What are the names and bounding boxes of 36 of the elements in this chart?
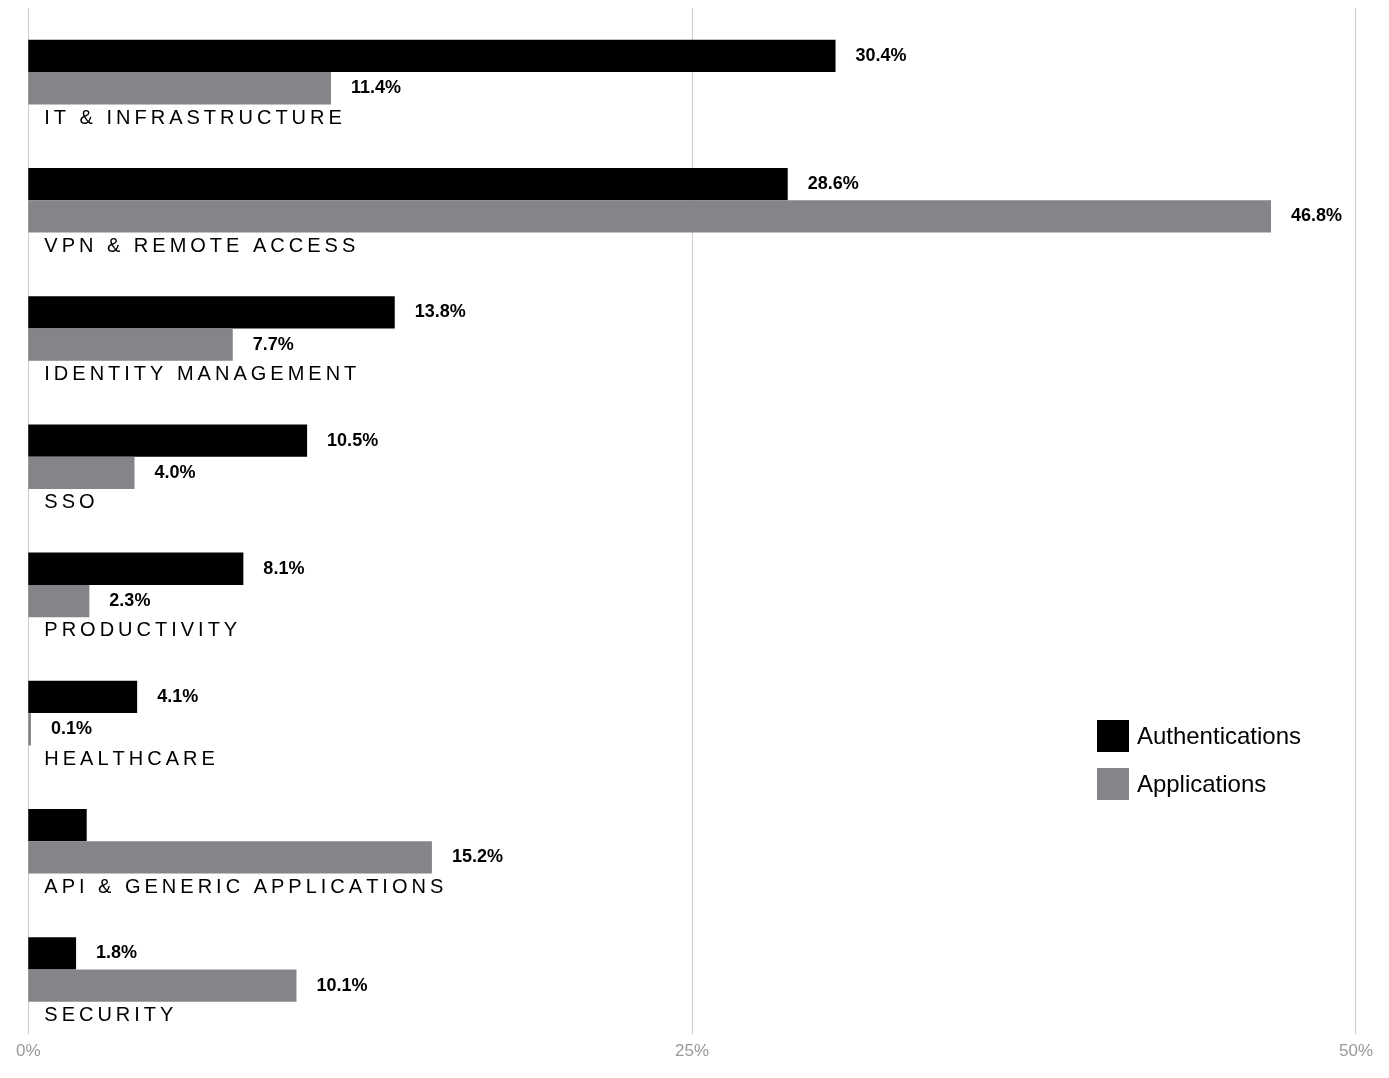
data-label: 7.7% xyxy=(252,333,294,354)
bar xyxy=(28,680,138,714)
legend-label: Applications xyxy=(1136,770,1267,798)
bar xyxy=(28,39,836,73)
legend-label: Authentications xyxy=(1136,722,1301,750)
bar xyxy=(28,328,233,361)
bar xyxy=(28,424,308,457)
data-label: 4.1% xyxy=(157,685,199,706)
bar xyxy=(28,72,331,105)
data-label: 30.4% xyxy=(855,44,907,65)
bar xyxy=(28,937,77,970)
x-tick-label: 25% xyxy=(675,1041,710,1061)
data-label: 13.8% xyxy=(414,301,466,322)
bar xyxy=(28,456,135,490)
x-tick-label: 50% xyxy=(1338,1041,1373,1061)
data-label: 10.1% xyxy=(316,974,368,995)
bar xyxy=(28,584,90,618)
bar xyxy=(28,841,432,874)
data-label: 28.6% xyxy=(807,173,859,194)
bar xyxy=(28,969,297,1002)
data-label: 2.3% xyxy=(109,590,151,611)
data-label: 4.0% xyxy=(154,461,196,482)
data-label: 8.1% xyxy=(263,557,305,578)
bar xyxy=(28,552,244,585)
bar xyxy=(28,167,788,201)
data-label: 15.2% xyxy=(451,846,503,867)
data-label: 46.8% xyxy=(1291,205,1343,226)
bar xyxy=(28,713,31,746)
x-tick-label: 0% xyxy=(16,1041,41,1061)
bar xyxy=(28,296,395,329)
data-label: 0.1% xyxy=(50,718,92,739)
bar xyxy=(28,200,1272,233)
bar xyxy=(28,808,87,842)
data-label: 11.4% xyxy=(351,77,402,98)
data-label: 1.8% xyxy=(96,942,138,963)
data-label: 10.5% xyxy=(327,429,379,450)
